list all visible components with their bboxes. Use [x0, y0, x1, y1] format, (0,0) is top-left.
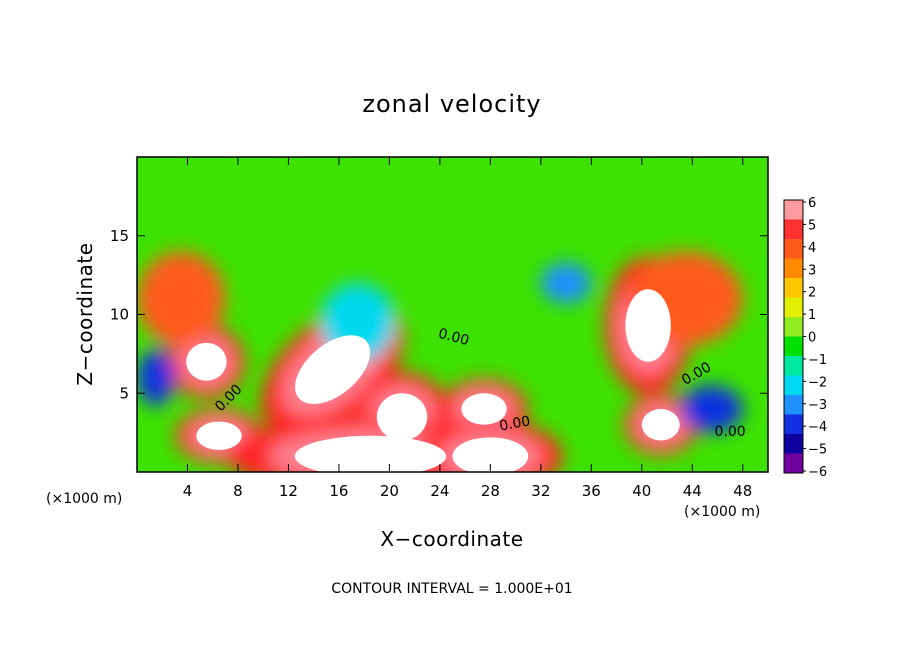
x-tick-label-36: 36	[582, 482, 601, 500]
colorbar-swatch-13	[784, 453, 803, 474]
colorbar-tick-label-6: 0	[808, 331, 816, 346]
y-tick-label-5: 5	[119, 384, 129, 402]
colorbar-tick-label-7: −1	[808, 353, 827, 368]
x-axis-ticks: 4 8 12 16 20 24 28 32 36 40 44 48	[183, 157, 752, 500]
field-core-7	[294, 435, 447, 472]
field-blob-13	[679, 385, 743, 433]
plot-area: 0.000.000.000.000.00	[137, 157, 768, 472]
contour-interval-footer: CONTOUR INTERVAL = 1.000E+01	[331, 581, 572, 597]
x-tick-label-24: 24	[430, 482, 449, 500]
colorbar-swatch-12	[784, 434, 803, 454]
x-tick-label-16: 16	[329, 482, 348, 500]
x-tick-label-4: 4	[183, 482, 193, 500]
x-tick-label-40: 40	[632, 482, 651, 500]
colorbar-swatch-3	[784, 258, 803, 279]
colorbar-tick-label-5: 1	[808, 308, 816, 323]
field-blob-11	[540, 262, 592, 304]
colorbar-swatch-9	[784, 375, 803, 396]
contour-label-1: 0.00	[436, 326, 470, 350]
colorbar-tick-label-8: −2	[808, 375, 827, 390]
field-core-4	[461, 393, 507, 425]
colorbar-swatch-6	[784, 317, 803, 337]
y-tick-label-15: 15	[110, 227, 129, 245]
x-tick-label-12: 12	[279, 482, 298, 500]
contour-label-2: 0.00	[498, 413, 531, 434]
field-core-5	[625, 289, 671, 362]
x-tick-label-20: 20	[380, 482, 399, 500]
field-core-8	[452, 437, 529, 472]
y-tick-label-10: 10	[110, 306, 129, 324]
field-core-2	[196, 421, 242, 450]
y-axis-ticks: 5 10 15	[110, 227, 768, 402]
velocity-cores	[186, 289, 680, 472]
colorbar-swatch-2	[784, 239, 803, 259]
x-tick-label-28: 28	[481, 482, 500, 500]
y-axis-label: Z−coordinate	[73, 242, 97, 385]
x-tick-label-44: 44	[683, 482, 702, 500]
colorbar-swatch-5	[784, 297, 803, 318]
x-tick-label-8: 8	[233, 482, 243, 500]
colorbar-tick-label-9: −3	[808, 398, 827, 413]
x-axis-label: X−coordinate	[380, 527, 523, 551]
colorbar-swatch-8	[784, 356, 803, 376]
chart-title: zonal velocity	[362, 90, 541, 118]
x-axis-units: (×1000 m)	[684, 504, 760, 520]
field-blob-9	[137, 251, 226, 346]
x-tick-label-32: 32	[531, 482, 550, 500]
field-core-6	[641, 409, 680, 441]
colorbar-swatch-0	[784, 200, 803, 220]
colorbar-swatch-4	[784, 278, 803, 298]
colorbar-tick-label-10: −4	[808, 420, 827, 435]
colorbar: 6 5 4 3 2 1 0 −1 −2 −3 −4 −5 −6	[783, 196, 827, 480]
field-core-1	[295, 335, 371, 404]
colorbar-tick-label-1: 5	[808, 218, 816, 233]
y-axis-units: (×1000 m)	[46, 491, 122, 507]
colorbar-tick-label-11: −5	[808, 443, 827, 458]
colorbar-tick-label-0: 6	[808, 196, 816, 211]
colorbar-swatch-11	[784, 414, 803, 435]
colorbar-swatch-1	[784, 219, 803, 240]
field-core-3	[376, 393, 428, 441]
colorbar-tick-label-2: 4	[808, 241, 816, 256]
field-core-0	[186, 342, 227, 381]
colorbar-swatch-7	[784, 336, 803, 357]
colorbar-tick-label-12: −6	[808, 465, 827, 480]
x-tick-label-48: 48	[733, 482, 752, 500]
colorbar-tick-label-3: 3	[808, 263, 816, 278]
field-blob-12	[137, 349, 175, 406]
contour-label-4: 0.00	[715, 424, 746, 440]
colorbar-swatch-10	[784, 395, 803, 415]
colorbar-tick-label-4: 2	[808, 286, 816, 301]
